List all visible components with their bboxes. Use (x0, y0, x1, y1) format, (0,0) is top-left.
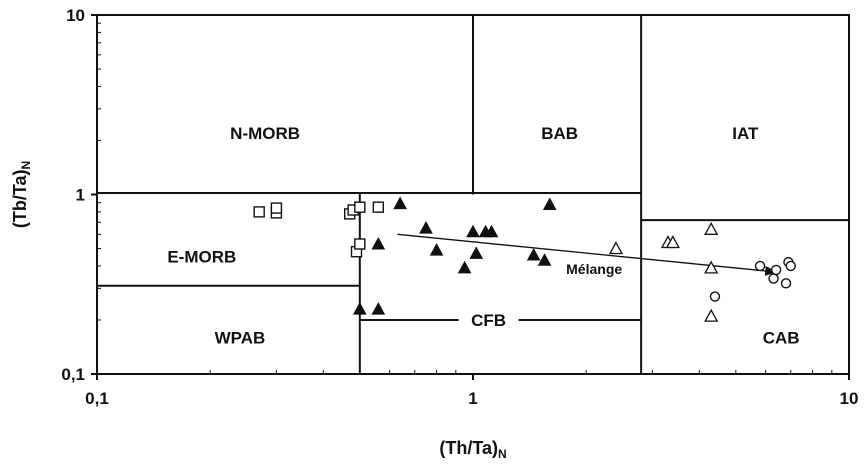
point-filled-triangle (537, 253, 552, 266)
y-tick-label: 0,1 (61, 365, 85, 384)
point-filled-triangle (542, 197, 557, 210)
point-open-square (372, 201, 385, 213)
trend-arrow-group: Mélange (397, 233, 778, 277)
point-open-square (354, 201, 366, 213)
y-axis-title-sub: N (19, 161, 33, 170)
point-open-triangle (608, 241, 624, 255)
point-open-circle (770, 264, 782, 276)
field-labels: N-MORB BAB IAT E-MORB WPAB CFB CAB (167, 124, 799, 347)
axis-ticks: 0,1 1 10 0,1 1 10 (61, 6, 858, 408)
point-filled-triangle (484, 224, 499, 238)
point-open-square (270, 202, 283, 214)
x-tick-label: 0,1 (85, 389, 109, 408)
x-axis-title: (Th/Ta)N (439, 438, 506, 461)
point-open-circle (785, 260, 796, 272)
point-open-circle (709, 291, 721, 302)
field-label-background (458, 310, 519, 329)
point-filled-triangle (352, 302, 367, 315)
point-filled-triangle (429, 243, 444, 256)
y-tick-label: 10 (66, 6, 85, 25)
point-open-triangle (704, 221, 719, 235)
x-axis-title-sub: N (498, 447, 507, 461)
point-open-triangle (665, 235, 680, 249)
point-open-circle (754, 260, 766, 272)
field-label: WPAB (215, 328, 266, 347)
x-axis-title-main: (Th/Ta) (439, 438, 498, 458)
point-filled-triangle (526, 247, 541, 261)
y-axis-title-main: (Tb/Ta) (10, 170, 30, 229)
field-label: E-MORB (167, 248, 236, 267)
point-open-square (354, 238, 366, 250)
annotation-melange: Mélange (566, 261, 622, 277)
point-open-circle (780, 278, 792, 289)
point-filled-triangle (371, 236, 386, 250)
point-open-circle (768, 273, 779, 284)
data-points (253, 196, 796, 322)
point-filled-triangle (393, 196, 407, 210)
field-label: IAT (732, 124, 759, 143)
field-label: N-MORB (230, 124, 300, 143)
y-tick-label: 1 (76, 186, 85, 205)
x-tick-label: 1 (468, 389, 477, 408)
point-filled-triangle (371, 302, 386, 315)
point-open-triangle (704, 260, 719, 274)
point-open-square (253, 206, 265, 218)
point-filled-triangle (419, 221, 433, 234)
field-label: BAB (541, 124, 578, 143)
point-filled-triangle (469, 246, 484, 259)
field-label: CAB (763, 328, 800, 347)
x-tick-label: 10 (840, 389, 859, 408)
point-filled-triangle (457, 260, 472, 274)
point-filled-triangle (466, 224, 480, 238)
y-axis-title: (Tb/Ta)N (10, 161, 33, 228)
point-open-triangle (704, 308, 719, 322)
field-label: CFB (471, 311, 506, 330)
